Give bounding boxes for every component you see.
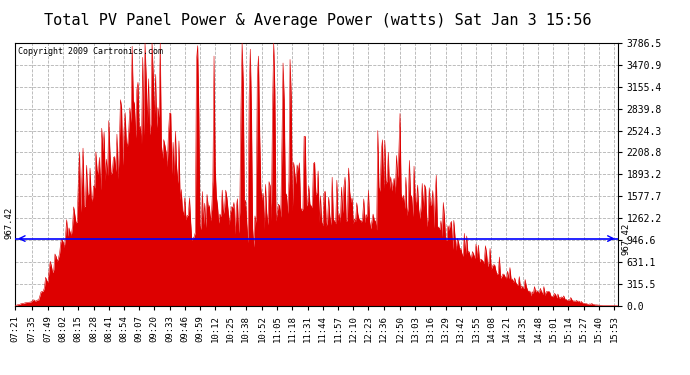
Text: Total PV Panel Power & Average Power (watts) Sat Jan 3 15:56: Total PV Panel Power & Average Power (wa… (43, 13, 591, 28)
Text: 967.42: 967.42 (622, 222, 631, 255)
Text: Copyright 2009 Cartronics.com: Copyright 2009 Cartronics.com (18, 47, 164, 56)
Text: 967.42: 967.42 (5, 206, 14, 238)
